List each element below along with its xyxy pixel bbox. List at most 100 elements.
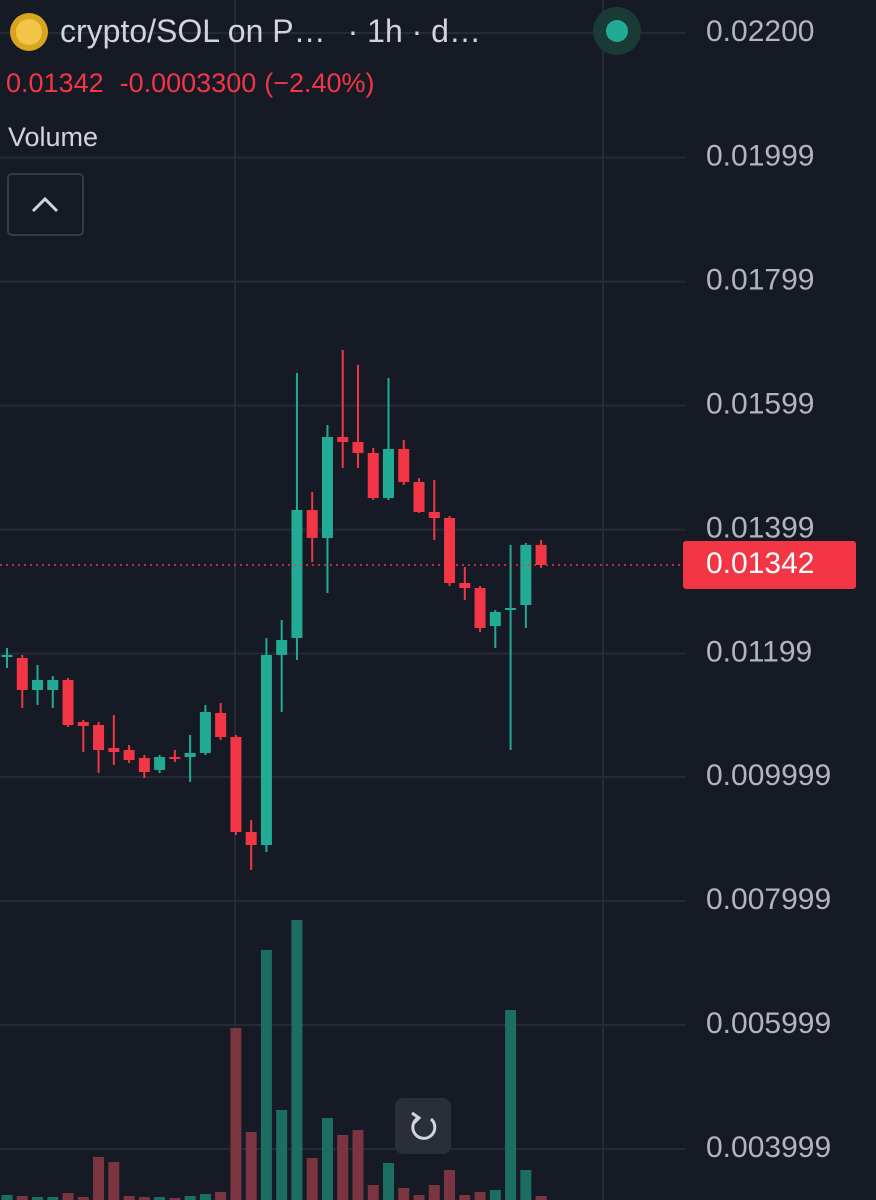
volume-bar <box>108 1162 120 1200</box>
candle-body <box>321 436 333 538</box>
volume-bar <box>306 1158 318 1200</box>
volume-bar <box>489 1190 501 1200</box>
candle-body <box>245 831 257 845</box>
candle-body <box>62 680 74 726</box>
candle-body <box>77 721 89 727</box>
y-tick-label: 0.01799 <box>706 264 814 297</box>
last-price-label: 0.01342 <box>706 547 814 580</box>
y-tick-label: 0.007999 <box>706 883 831 916</box>
volume-bar <box>138 1197 150 1200</box>
volume-bar <box>184 1196 196 1200</box>
volume-bar <box>474 1192 486 1200</box>
reset-button[interactable] <box>395 1098 451 1154</box>
candle-body <box>505 607 517 611</box>
coin-icon-inner <box>16 19 42 45</box>
volume-bar <box>444 1170 456 1200</box>
candle-body <box>108 748 120 752</box>
volume-bar <box>62 1193 74 1200</box>
candle-body <box>352 441 364 453</box>
candle-body <box>93 725 105 751</box>
volume-bar <box>230 1028 242 1200</box>
y-tick-label: 0.005999 <box>706 1007 831 1040</box>
chevron-up-icon <box>31 196 59 213</box>
candle-body <box>215 712 227 737</box>
last-price-tag <box>683 540 856 589</box>
candles <box>1 349 547 870</box>
volume-bar <box>215 1192 227 1200</box>
candle-body <box>276 640 288 655</box>
volume-bar <box>123 1196 135 1200</box>
volume-bar <box>77 1197 89 1200</box>
volume-bar <box>520 1170 532 1200</box>
candle-body <box>413 481 425 512</box>
candle-body <box>337 436 349 442</box>
volume-bar <box>260 950 272 1200</box>
candle-body <box>428 511 440 519</box>
volume-bar <box>16 1196 28 1200</box>
candle-body <box>459 582 471 589</box>
volume-bar <box>154 1197 166 1200</box>
candle-body <box>260 654 272 845</box>
candle-body <box>169 757 181 760</box>
collapse-button[interactable] <box>7 173 84 236</box>
candle-body <box>32 680 44 690</box>
y-tick-label: 0.003999 <box>706 1131 831 1164</box>
volume-bar <box>398 1188 410 1200</box>
candle-body <box>520 544 532 605</box>
candle-body <box>367 452 379 498</box>
volume-bar <box>93 1157 105 1200</box>
volume-bar <box>459 1195 471 1200</box>
volume-bar <box>413 1195 425 1200</box>
candle-body <box>47 680 59 690</box>
volume-bar <box>1 1195 13 1200</box>
candle-body <box>383 449 394 498</box>
y-tick-label: 0.01399 <box>706 512 814 545</box>
candle-body <box>123 750 135 760</box>
candle-body <box>16 658 28 690</box>
volume-bar <box>383 1163 394 1200</box>
volume-bar <box>367 1185 379 1200</box>
grid <box>0 31 685 1151</box>
volume-bar <box>321 1118 333 1200</box>
y-tick-label: 0.009999 <box>706 759 831 792</box>
collapse-button-box[interactable] <box>7 173 84 236</box>
candle-body <box>138 758 150 773</box>
candle-body <box>230 736 242 832</box>
volume-bar <box>352 1130 364 1200</box>
candle-body <box>154 757 166 770</box>
price-axis: 0.02200 0.01999 0.01799 0.01599 0.01399 0.011… <box>0 15 856 1164</box>
y-tick-label: 0.02200 <box>706 15 814 48</box>
volume-bar <box>535 1196 547 1200</box>
volume-bar <box>505 1010 517 1200</box>
candle-body <box>306 510 318 538</box>
volume-bars <box>1 920 547 1200</box>
volume-label: Volume <box>8 122 98 152</box>
candle-body <box>291 510 303 638</box>
candle-body <box>474 588 486 628</box>
y-tick-label: 0.01199 <box>706 636 812 669</box>
volume-bar <box>169 1198 181 1200</box>
volume-bar <box>245 1132 257 1200</box>
reset-icon-arrow <box>411 1111 422 1126</box>
candle-body <box>398 449 410 482</box>
candle-body <box>535 544 547 565</box>
candle-body <box>1 654 13 658</box>
volume-bar <box>428 1185 440 1200</box>
y-tick-label: 0.01599 <box>706 388 814 421</box>
y-tick-label: 0.01999 <box>706 140 814 173</box>
volume-bar <box>337 1135 349 1200</box>
volume-bar <box>276 1110 288 1200</box>
volume-bar <box>291 920 303 1200</box>
candle-body <box>184 752 196 758</box>
candle-body <box>199 712 211 753</box>
volume-bar <box>199 1194 211 1200</box>
volume-bar <box>32 1197 44 1200</box>
reset-button-box[interactable] <box>395 1098 451 1154</box>
volume-bar <box>47 1197 59 1200</box>
candle-body <box>489 611 501 627</box>
symbol-title: crypto/SOL on P… · 1h · d… <box>60 13 481 49</box>
candle-body <box>444 518 456 583</box>
status-dot <box>606 20 628 42</box>
